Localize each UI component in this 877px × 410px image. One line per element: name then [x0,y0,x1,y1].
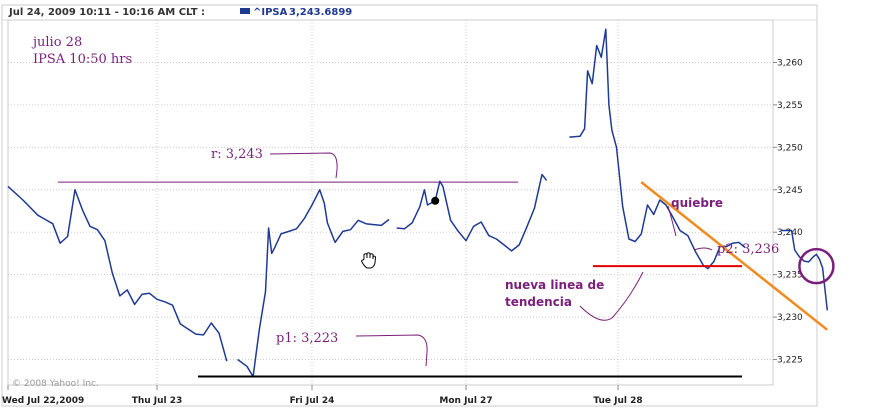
annotation-layer [58,181,835,378]
series-line-segment [396,173,548,252]
data-marker-dot [431,196,440,205]
series-line-segment [237,189,390,378]
x-tick-label: Fri Jul 24 [290,396,335,406]
p1-label: p1: 3,223 [276,331,338,346]
x-tick-label: Mon Jul 27 [439,396,492,406]
trend-line [640,181,829,331]
header-symbol: ^IPSA [253,7,288,18]
y-tick-label: 3,235 [777,271,803,281]
hand-cursor-icon [361,252,377,269]
r-label-brace [269,152,338,179]
series-ipsa [7,28,829,378]
series-line-segment [7,185,228,362]
y-axis-ticks: 3,225 3,230 3,235 3,240 3,245 3,250 3,255 3,260 [773,58,803,366]
series-swatch-icon [240,8,250,14]
series-line-segment [569,28,746,270]
x-tick-label: Tue Jul 28 [593,396,642,406]
header-symbol-value: 3,243.6899 [289,7,352,18]
copyright-credit: © 2008 Yahoo! Inc. [12,379,99,389]
chart-frame [1,4,818,407]
y-tick-label: 3,245 [777,186,803,196]
title-line2: IPSA 10:50 hrs [33,52,132,67]
trend-label-brace [579,271,644,321]
x-tick-label: Wed Jul 22,2009 [2,396,84,406]
quiebre-label: quiebre [671,196,723,210]
y-tick-label: 3,225 [777,356,803,366]
y-tick-label: 3,260 [777,58,803,68]
grid-layer [8,20,773,385]
trend-label-line2: tendencia [505,295,572,309]
r-label: r: 3,243 [211,147,263,162]
quiebre-label-brace [667,205,677,237]
p2-label: p2: 3,236 [717,242,779,257]
y-tick-label: 3,250 [777,143,803,153]
quiebre-circle [798,247,835,285]
y-tick-label: 3,255 [777,101,803,111]
x-tick-label: Thu Jul 23 [132,396,183,406]
title-line1: julio 28 [31,35,82,50]
y-tick-label: 3,230 [777,313,803,323]
p1-label-brace [355,334,428,367]
y-tick-label: 3,240 [777,228,803,238]
p2-label-brace [693,247,713,251]
trend-label-line1: nueva linea de [505,278,604,292]
x-axis-ticks: Wed Jul 22,2009 Thu Jul 23 Fri Jul 24 Mon J… [2,385,643,406]
header-date-range: Jul 24, 2009 10:11 - 10:16 AM CLT : [8,7,205,18]
plot-area [7,19,774,386]
series-line-segment [780,229,829,311]
